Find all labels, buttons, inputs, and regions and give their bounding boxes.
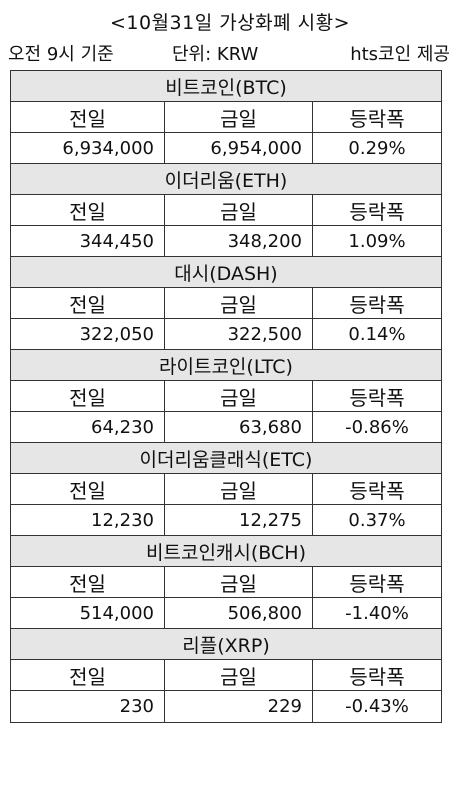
column-change: 등락폭	[349, 292, 405, 317]
column-header-row: 전일 금일 등락폭	[11, 195, 441, 226]
coin-section: 이더리움클래식(ETC) 전일 금일 등락폭 12,230 12,275 0.3…	[11, 443, 441, 536]
prev-price: 514,000	[11, 598, 165, 628]
coin-section: 대시(DASH) 전일 금일 등락폭 322,050 322,500 0.14%	[11, 257, 441, 350]
column-header-row: 전일 금일 등락폭	[11, 567, 441, 598]
column-prev: 전일	[11, 102, 165, 132]
column-today: 금일	[165, 474, 313, 504]
change-rate: -1.40%	[345, 602, 409, 624]
coin-section: 리플(XRP) 전일 금일 등락폭 230 229 -0.43%	[11, 629, 441, 722]
value-row: 230 229 -0.43%	[11, 691, 441, 722]
column-today: 금일	[165, 102, 313, 132]
prev-price: 64,230	[11, 412, 165, 442]
time-basis: 오전 9시 기준	[8, 44, 114, 65]
coin-section: 라이트코인(LTC) 전일 금일 등락폭 64,230 63,680 -0.86…	[11, 350, 441, 443]
coin-name: 리플(XRP)	[11, 629, 441, 660]
column-change: 등락폭	[349, 106, 405, 131]
prev-price: 322,050	[11, 319, 165, 349]
column-header-row: 전일 금일 등락폭	[11, 102, 441, 133]
column-today: 금일	[165, 381, 313, 411]
today-price: 12,275	[165, 505, 313, 535]
source-label: hts코인 제공	[350, 44, 450, 65]
column-change: 등락폭	[349, 664, 405, 689]
today-price: 229	[165, 691, 313, 722]
column-prev: 전일	[11, 195, 165, 225]
column-header-row: 전일 금일 등락폭	[11, 381, 441, 412]
coin-section: 비트코인(BTC) 전일 금일 등락폭 6,934,000 6,954,000 …	[11, 71, 441, 164]
column-header-row: 전일 금일 등락폭	[11, 474, 441, 505]
page-title: <10월31일 가상화폐 시황>	[109, 12, 351, 34]
column-prev: 전일	[11, 474, 165, 504]
price-table: 비트코인(BTC) 전일 금일 등락폭 6,934,000 6,954,000 …	[10, 70, 442, 723]
column-today: 금일	[165, 195, 313, 225]
today-price: 6,954,000	[165, 133, 313, 163]
column-change: 등락폭	[349, 571, 405, 596]
coin-name: 이더리움(ETH)	[11, 164, 441, 195]
value-row: 12,230 12,275 0.37%	[11, 505, 441, 536]
today-price: 322,500	[165, 319, 313, 349]
column-change: 등락폭	[349, 385, 405, 410]
column-change: 등락폭	[349, 478, 405, 503]
prev-price: 344,450	[11, 226, 165, 256]
column-prev: 전일	[11, 660, 165, 690]
column-prev: 전일	[11, 567, 165, 597]
unit-label: 단위: KRW	[172, 44, 259, 65]
prev-price: 12,230	[11, 505, 165, 535]
change-rate: 0.14%	[348, 323, 406, 345]
column-today: 금일	[165, 660, 313, 690]
prev-price: 230	[11, 691, 165, 722]
column-change: 등락폭	[349, 199, 405, 224]
coin-name: 비트코인캐시(BCH)	[11, 536, 441, 567]
change-rate: -0.86%	[345, 416, 409, 438]
coin-section: 비트코인캐시(BCH) 전일 금일 등락폭 514,000 506,800 -1…	[11, 536, 441, 629]
value-row: 344,450 348,200 1.09%	[11, 226, 441, 257]
coin-name: 라이트코인(LTC)	[11, 350, 441, 381]
column-header-row: 전일 금일 등락폭	[11, 660, 441, 691]
prev-price: 6,934,000	[11, 133, 165, 163]
subheader: 오전 9시 기준 단위: KRW hts코인 제공	[0, 40, 460, 66]
column-header-row: 전일 금일 등락폭	[11, 288, 441, 319]
coin-name: 이더리움클래식(ETC)	[11, 443, 441, 474]
value-row: 64,230 63,680 -0.86%	[11, 412, 441, 443]
change-rate: 0.29%	[348, 137, 406, 159]
change-rate: 0.37%	[348, 509, 406, 531]
coin-section: 이더리움(ETH) 전일 금일 등락폭 344,450 348,200 1.09…	[11, 164, 441, 257]
change-rate: 1.09%	[348, 230, 406, 252]
value-row: 322,050 322,500 0.14%	[11, 319, 441, 350]
today-price: 63,680	[165, 412, 313, 442]
coin-name: 비트코인(BTC)	[11, 71, 441, 102]
value-row: 514,000 506,800 -1.40%	[11, 598, 441, 629]
column-prev: 전일	[11, 381, 165, 411]
column-today: 금일	[165, 288, 313, 318]
today-price: 348,200	[165, 226, 313, 256]
coin-name: 대시(DASH)	[11, 257, 441, 288]
column-prev: 전일	[11, 288, 165, 318]
column-today: 금일	[165, 567, 313, 597]
today-price: 506,800	[165, 598, 313, 628]
value-row: 6,934,000 6,954,000 0.29%	[11, 133, 441, 164]
change-rate: -0.43%	[345, 696, 409, 717]
